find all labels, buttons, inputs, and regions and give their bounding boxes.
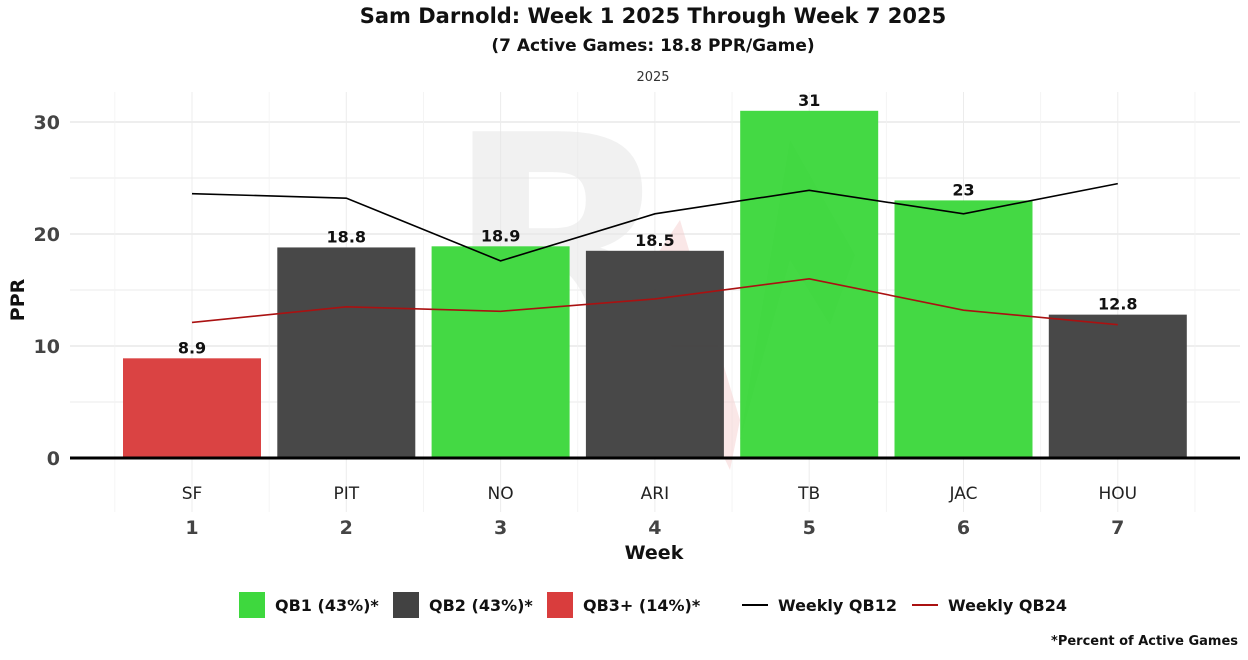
bar-week-4 — [585, 250, 724, 458]
legend-label-qb3: QB3+ (14%)* — [583, 595, 701, 615]
opponent-label-week-2: PIT — [333, 484, 359, 504]
legend-item-qb2: QB2 (43%)* — [393, 590, 533, 620]
legend: QB1 (43%)* QB2 (43%)* QB3+ (14%)* Weekly… — [0, 590, 1248, 622]
bar-week-7 — [1048, 314, 1187, 458]
y-tick-label-20: 20 — [34, 224, 60, 246]
y-tick-label-10: 10 — [34, 336, 60, 358]
value-label-week-5: 31 — [798, 91, 820, 110]
opponent-label-week-7: HOU — [1098, 484, 1137, 504]
week-tick-label-4: 4 — [648, 517, 661, 539]
y-tick-label-0: 0 — [47, 448, 60, 470]
legend-line-qb12 — [742, 604, 768, 606]
value-label-week-7: 12.8 — [1098, 295, 1137, 314]
value-label-week-6: 23 — [952, 180, 974, 199]
legend-label-qb1: QB1 (43%)* — [275, 595, 379, 615]
bar-series — [123, 110, 1187, 459]
facet-label: 2025 — [636, 70, 670, 85]
bar-week-3 — [431, 246, 570, 458]
bar-week-6 — [894, 200, 1033, 458]
week-tick-label-6: 6 — [957, 517, 970, 539]
opponent-label-week-3: NO — [488, 484, 514, 504]
week-tick-label-2: 2 — [340, 517, 353, 539]
opponent-label-week-4: ARI — [641, 484, 669, 504]
value-label-week-3: 18.9 — [481, 226, 520, 245]
week-tick-label-7: 7 — [1111, 517, 1124, 539]
legend-item-qb24: Weekly QB24 — [912, 590, 1067, 620]
bar-week-2 — [277, 247, 416, 458]
legend-item-qb3: QB3+ (14%)* — [547, 590, 700, 620]
legend-label-qb12: Weekly QB12 — [778, 595, 897, 615]
chart-subtitle: (7 Active Games: 18.8 PPR/Game) — [491, 36, 815, 56]
legend-label-qb2: QB2 (43%)* — [429, 595, 533, 615]
week-tick-label-1: 1 — [185, 517, 198, 539]
week-tick-label-3: 3 — [494, 517, 507, 539]
y-axis-label: PPR — [7, 278, 29, 321]
legend-swatch-qb3 — [547, 592, 573, 618]
line-weekly-qb12 — [191, 182, 1118, 262]
opponent-label-week-1: SF — [182, 484, 203, 504]
legend-item-qb1: QB1 (43%)* — [239, 590, 379, 620]
legend-label-qb24: Weekly QB24 — [948, 595, 1067, 615]
legend-item-qb12: Weekly QB12 — [742, 590, 897, 620]
legend-swatch-qb2 — [393, 592, 419, 618]
opponent-label-week-5: TB — [797, 484, 820, 504]
value-label-week-2: 18.8 — [327, 227, 366, 246]
week-tick-label-5: 5 — [803, 517, 816, 539]
x-axis-label: Week — [625, 542, 684, 564]
line-series — [191, 182, 1118, 326]
y-tick-label-30: 30 — [34, 112, 60, 134]
footnote: *Percent of Active Games — [1051, 634, 1238, 649]
value-label-week-4: 18.5 — [635, 231, 674, 250]
line-weekly-qb24 — [191, 277, 1118, 326]
value-label-week-1: 8.9 — [178, 338, 206, 357]
legend-line-qb24 — [912, 604, 938, 606]
bar-week-1 — [123, 358, 261, 458]
legend-swatch-qb1 — [239, 592, 265, 618]
chart-title: Sam Darnold: Week 1 2025 Through Week 7 … — [359, 4, 947, 28]
opponent-label-week-6: JAC — [949, 484, 978, 504]
value-labels: 8.9 18.8 18.9 18.5 31 23 12.8 — [178, 91, 1138, 358]
